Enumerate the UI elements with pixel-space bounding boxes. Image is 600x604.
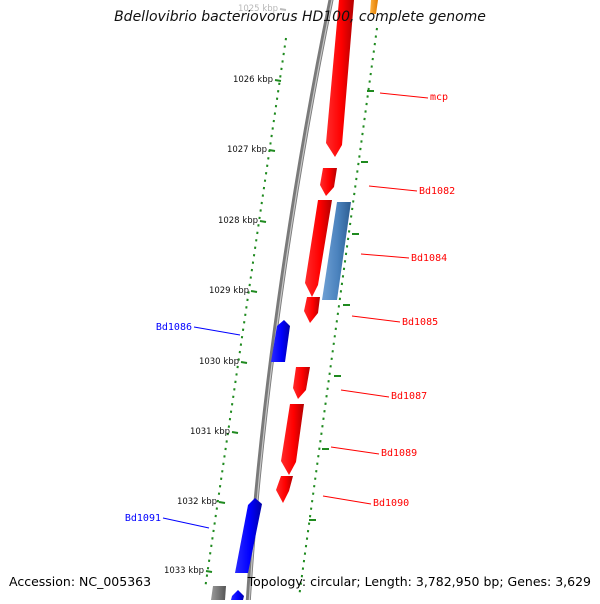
gene-label[interactable]: Bd1082 [419,186,455,197]
gene-arrow-bd1082[interactable] [320,168,337,196]
scale-tick-mark [260,221,266,222]
gene-label-leader [341,390,389,397]
genome-summary-text: Topology: circular; Length: 3,782,950 bp… [248,574,591,589]
gene-arrow-bd1085[interactable] [304,297,320,323]
scale-tick-label: 1026 kbp [233,75,273,85]
gene-label-leader [352,316,400,322]
scale-tick-mark [241,362,247,363]
gene-label-leader [369,186,417,191]
feature-gray-partial[interactable] [211,586,226,600]
gene-label[interactable]: Bd1089 [381,448,417,459]
gene-arrow-bd1087[interactable] [293,367,310,399]
genome-title: Bdellovibrio bacteriovorus HD100, comple… [0,9,600,25]
gene-label[interactable]: Bd1090 [373,498,409,509]
scale-tick-mark [251,291,257,292]
gene-arrow-bd1091[interactable] [235,498,262,573]
scale-tick-mark [275,80,281,81]
gene-label-leader [380,93,428,98]
gene-label-leader [323,496,371,504]
scale-tick-mark [269,150,275,151]
gene-arrow-blue-partial[interactable] [231,590,244,600]
gene-label-leader [361,254,409,258]
gene-label-leader [194,327,240,335]
gene-arrow-bd1089[interactable] [281,404,304,475]
scale-tick-mark [206,571,212,572]
scale-tick-label: 1032 kbp [177,497,217,507]
gene-label-leader [331,447,379,454]
scale-tick-label: 1029 kbp [209,286,249,296]
gene-label[interactable]: Bd1084 [411,253,447,264]
gene-label-leader [163,518,209,528]
scale-tick-mark [219,502,225,503]
accession-text: Accession: NC_005363 [9,574,151,589]
genome-backbone-highlight [249,0,333,600]
gene-label[interactable]: Bd1086 [156,322,192,333]
scale-tick-label: 1030 kbp [199,357,239,367]
scale-tick-mark [232,432,238,433]
scale-tick-label: 1031 kbp [190,427,230,437]
gene-label[interactable]: Bd1087 [391,391,427,402]
gene-label[interactable]: mcp [430,92,448,103]
gc-content-tracks [206,28,377,592]
scale-tick-label: 1033 kbp [164,566,204,576]
scale-tick-label: 1028 kbp [218,216,258,226]
scale-tick-label: 1027 kbp [227,145,267,155]
gene-arrow-bd1090[interactable] [276,476,293,503]
gene-label[interactable]: Bd1085 [402,317,438,328]
gene-label[interactable]: Bd1091 [125,513,161,524]
